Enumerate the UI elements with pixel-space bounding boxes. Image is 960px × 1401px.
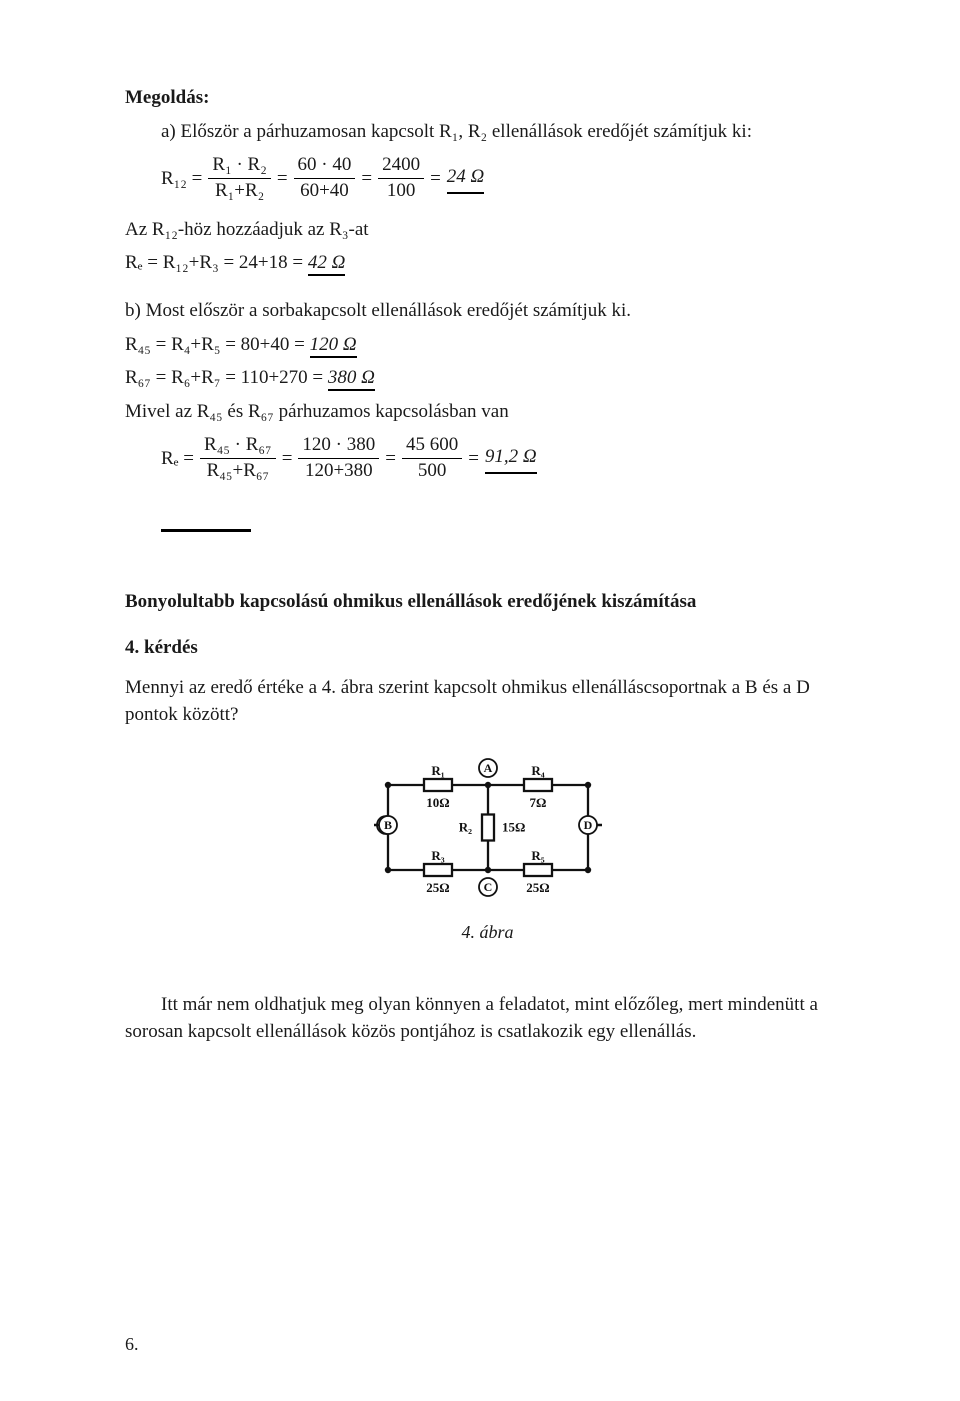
add-r3-result: 42 Ω (308, 252, 346, 276)
eq2-num2: 120 · 380 (298, 435, 379, 456)
eq1-den3: 100 (383, 181, 420, 202)
eq2-frac2: 120 · 380 120+380 (298, 435, 379, 482)
eq1-num2: 60 · 40 (294, 155, 356, 176)
svg-text:R₅: R₅ (531, 848, 544, 863)
svg-text:C: C (483, 880, 492, 894)
r67-line: R₆₇ = R₆+R₇ = 110+270 = 380 Ω (125, 364, 850, 392)
svg-text:D: D (583, 818, 592, 832)
eq2-num3: 45 600 (402, 435, 462, 456)
add-r3-line2: Rₑ = R₁₂+R₃ = 24+18 = 42 Ω (125, 249, 850, 277)
svg-text:25Ω: 25Ω (526, 880, 549, 895)
svg-text:B: B (383, 818, 391, 832)
eq1-frac2: 60 · 40 60+40 (294, 155, 356, 202)
svg-text:R₄: R₄ (531, 763, 544, 778)
r45-expr: R₄₅ = R₄+R₅ = 80+40 = (125, 334, 305, 355)
eq-sign-2: = (361, 165, 372, 193)
mivel-line: Mivel az R₄₅ és R₆₇ párhuzamos kapcsolás… (125, 398, 850, 426)
intro-a: a) Először a párhuzamosan kapcsolt R₁, R… (161, 118, 850, 146)
intro-b: b) Most először a sorbakapcsolt ellenáll… (125, 297, 850, 325)
figure-caption: 4. ábra (125, 919, 850, 945)
question-number: 4. kérdés (125, 634, 850, 662)
eq1-frac1: R₁ · R₂ R₁+R₂ (208, 155, 270, 202)
r45-result: 120 Ω (310, 334, 357, 358)
page-number: 6. (125, 1331, 139, 1357)
eq2-den3: 500 (414, 461, 451, 482)
svg-text:7Ω: 7Ω (529, 795, 546, 810)
eq1-num1: R₁ · R₂ (208, 155, 270, 176)
svg-text:25Ω: 25Ω (426, 880, 449, 895)
eq2-result: 91,2 Ω (485, 443, 537, 474)
svg-text:R₂: R₂ (458, 819, 471, 834)
eq1-result: 24 Ω (447, 163, 485, 194)
eq2-frac1: R₄₅ · R₆₇ R₄₅+R₆₇ (200, 435, 276, 482)
r67-expr: R₆₇ = R₆+R₇ = 110+270 = (125, 367, 323, 388)
svg-text:10Ω: 10Ω (426, 795, 449, 810)
eq2-lhs: Rₑ = (161, 445, 194, 473)
solution-heading: Megoldás: (125, 84, 850, 112)
svg-text:15Ω: 15Ω (502, 819, 525, 834)
add-r3-line1: Az R₁₂-höz hozzáadjuk az R₃-at (125, 216, 850, 244)
circuit-svg: ABBDCR₁10ΩR₄7ΩR₃25ΩR₅25ΩR₂15Ω (358, 755, 618, 905)
eq1-lhs: R₁₂ = (161, 165, 202, 193)
circuit-figure: ABBDCR₁10ΩR₄7ΩR₃25ΩR₅25ΩR₂15Ω (125, 755, 850, 905)
eq1-den2: 60+40 (296, 181, 353, 202)
equation-r12: R₁₂ = R₁ · R₂ R₁+R₂ = 60 · 40 60+40 = 24… (161, 155, 850, 202)
closing-paragraph: Itt már nem oldhatjuk meg olyan könnyen … (125, 991, 850, 1046)
section2-heading: Bonyolultabb kapcsolású ohmikus ellenáll… (125, 588, 850, 616)
eq1-den1: R₁+R₂ (211, 181, 268, 202)
svg-text:A: A (483, 761, 492, 775)
eq-sign-5: = (385, 445, 396, 473)
eq2-num1: R₄₅ · R₆₇ (200, 435, 276, 456)
r45-line: R₄₅ = R₄+R₅ = 80+40 = 120 Ω (125, 331, 850, 359)
eq1-frac3: 2400 100 (378, 155, 424, 202)
add-r3-expr: Rₑ = R₁₂+R₃ = 24+18 = (125, 252, 303, 273)
eq2-frac3: 45 600 500 (402, 435, 462, 482)
equation-re: Rₑ = R₄₅ · R₆₇ R₄₅+R₆₇ = 120 · 380 120+3… (161, 435, 850, 482)
eq-sign-4: = (282, 445, 293, 473)
question-text: Mennyi az eredő értéke a 4. ábra szerint… (125, 674, 850, 729)
eq1-num3: 2400 (378, 155, 424, 176)
eq2-den2: 120+380 (301, 461, 377, 482)
eq-sign-3: = (430, 165, 441, 193)
svg-text:R₃: R₃ (431, 848, 444, 863)
eq2-den1: R₄₅+R₆₇ (203, 461, 274, 482)
eq-sign-1: = (277, 165, 288, 193)
r67-result: 380 Ω (328, 367, 375, 391)
svg-text:R₁: R₁ (431, 763, 444, 778)
eq-sign-6: = (468, 445, 479, 473)
